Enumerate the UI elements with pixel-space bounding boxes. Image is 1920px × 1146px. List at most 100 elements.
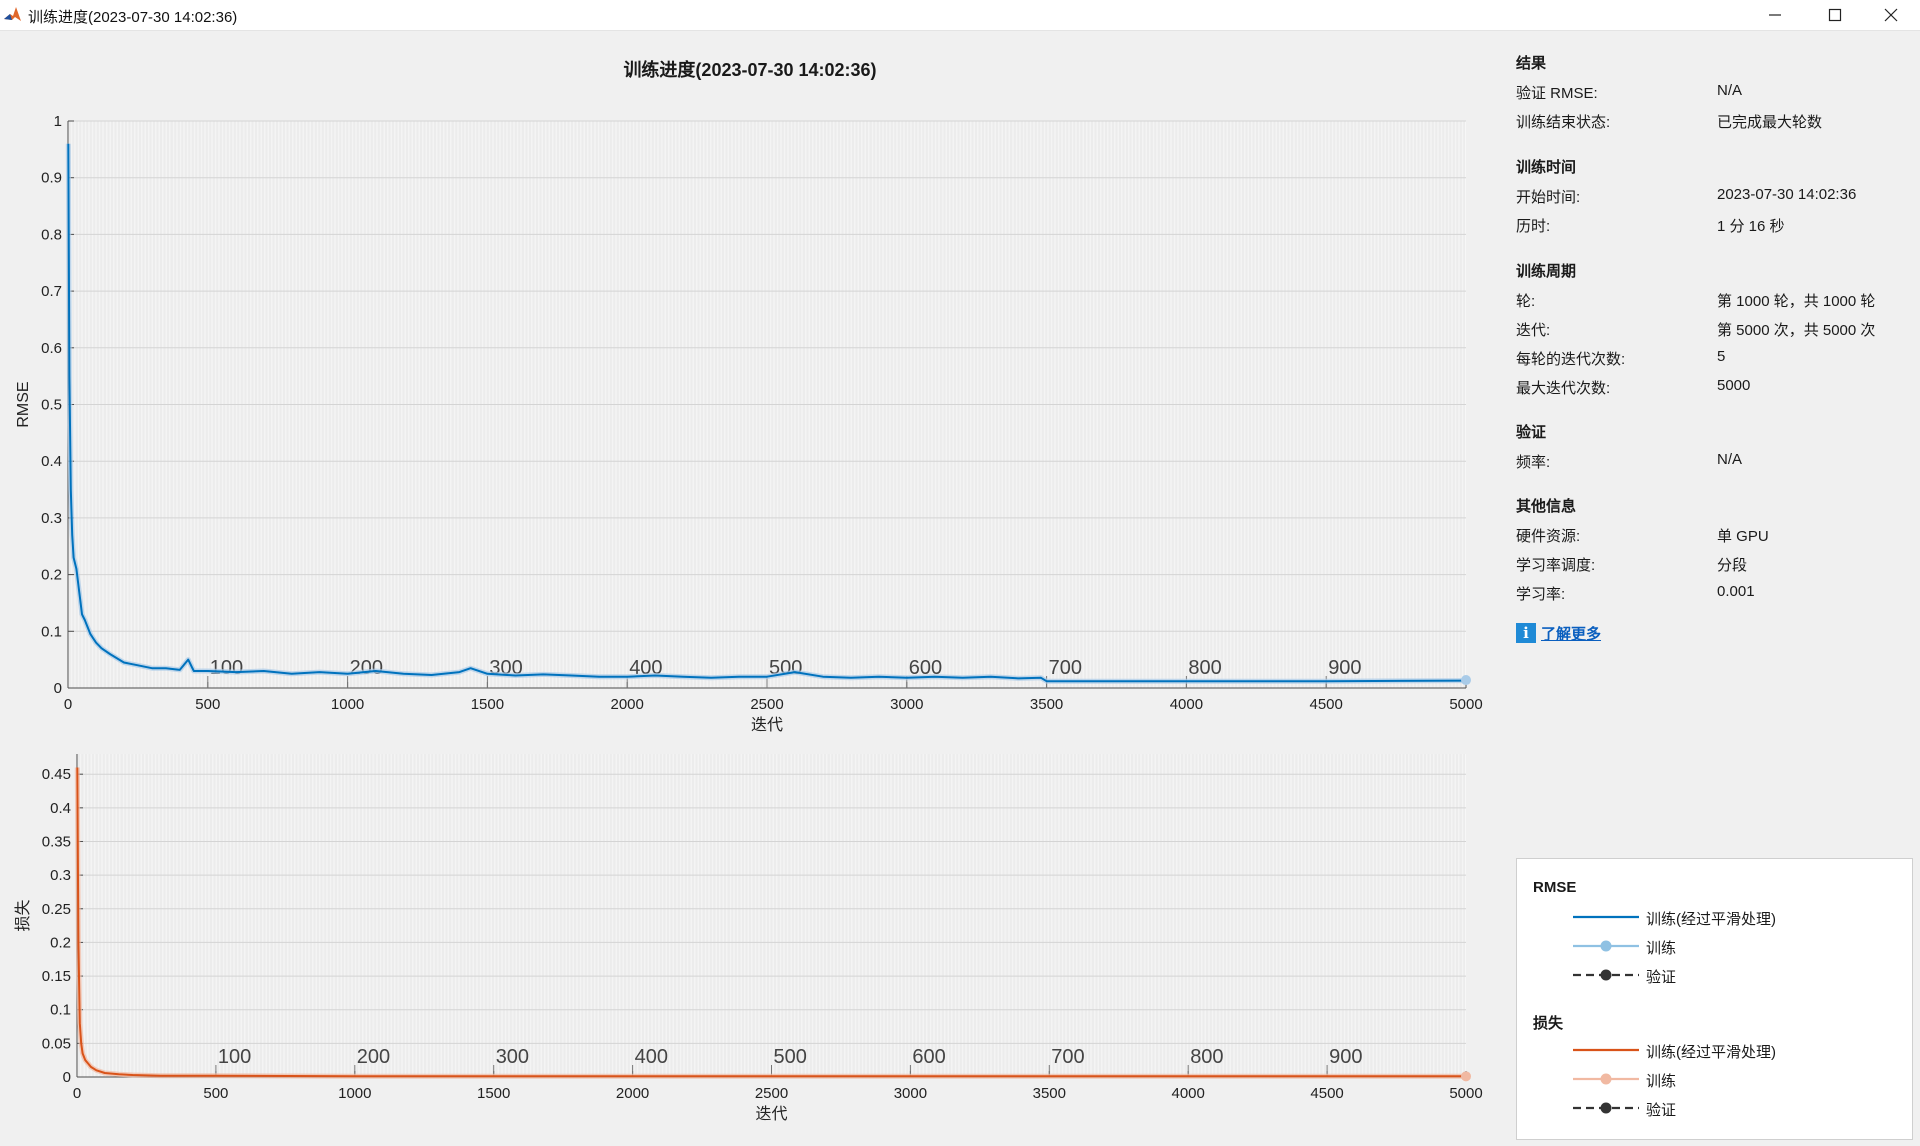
epoch-label: 700 — [1049, 657, 1082, 679]
info-row-value: 第 1000 轮，共 1000 轮 — [1717, 293, 1876, 310]
y-tick-label: 0.2 — [50, 934, 71, 951]
legend-group-title: 损失 — [1533, 1015, 1564, 1032]
info-row-value: 0.001 — [1717, 583, 1755, 600]
epoch-label: 900 — [1329, 1046, 1362, 1068]
x-tick-label: 5000 — [1449, 696, 1482, 713]
x-tick-label: 2500 — [750, 696, 783, 713]
y-tick-label: 0.35 — [42, 833, 71, 850]
x-tick-label: 500 — [203, 1085, 228, 1102]
y-tick-label: 0.8 — [41, 226, 62, 243]
matlab-icon — [3, 5, 22, 24]
x-tick-label: 1000 — [331, 696, 364, 713]
x-tick-label: 2000 — [611, 696, 644, 713]
info-row-value: 第 5000 次，共 5000 次 — [1717, 322, 1876, 339]
epoch-label: 700 — [1051, 1046, 1084, 1068]
legend-item-label: 训练 — [1646, 940, 1677, 957]
x-tick-label: 4000 — [1170, 696, 1203, 713]
y-tick-label: 0.25 — [42, 901, 71, 918]
info-row-label: 训练结束状态: — [1516, 114, 1611, 131]
y-tick-label: 0.45 — [42, 766, 71, 783]
epoch-label: 900 — [1328, 657, 1361, 679]
info-row-label: 学习率调度: — [1516, 557, 1596, 574]
info-row-value: 2023-07-30 14:02:36 — [1717, 186, 1857, 203]
info-row-label: 轮: — [1516, 293, 1536, 310]
info-row-value: 单 GPU — [1717, 528, 1769, 545]
epoch-label: 400 — [635, 1046, 668, 1068]
learn-more-label: 了解更多 — [1541, 625, 1602, 643]
x-axis-label: 迭代 — [755, 1105, 787, 1123]
y-tick-label: 0.3 — [50, 867, 71, 884]
info-row-label: 学习率: — [1516, 586, 1566, 603]
epoch-label: 300 — [496, 1046, 529, 1068]
legend-item: 训练(经过平滑处理) — [1571, 1039, 1891, 1061]
x-tick-label: 500 — [195, 696, 220, 713]
minimize-icon — [1769, 14, 1781, 16]
legend-item: 验证 — [1571, 1097, 1891, 1119]
y-tick-label: 0.5 — [41, 397, 62, 414]
chart-1: 0 500 1000 1500 2000 2500 3000 3500 4000 4500 5000… — [14, 754, 1483, 1123]
info-row-label: 迭代: — [1516, 322, 1551, 339]
info-section-title: 其他信息 — [1516, 498, 1577, 515]
y-tick-label: 0.9 — [41, 170, 62, 187]
legend-item: 验证 — [1571, 964, 1891, 986]
legend-item-label: 训练 — [1646, 1073, 1677, 1090]
legend-item: 训练(经过平滑处理) — [1571, 906, 1891, 928]
info-icon: i — [1516, 623, 1536, 643]
info-section-title: 训练周期 — [1516, 263, 1577, 280]
x-tick-label: 0 — [64, 696, 72, 713]
y-tick-label: 0.7 — [41, 283, 62, 300]
info-row-value: 5000 — [1717, 377, 1751, 394]
y-tick-label: 0.2 — [41, 567, 62, 584]
y-tick-label: 0.15 — [42, 968, 71, 985]
info-row-value: 已完成最大轮数 — [1717, 114, 1823, 131]
info-row-label: 最大迭代次数: — [1516, 380, 1611, 397]
epoch-label: 200 — [350, 657, 383, 679]
window-title: 训练进度(2023-07-30 14:02:36) — [28, 9, 238, 26]
x-tick-label: 1500 — [477, 1085, 510, 1102]
legend-item-label: 训练(经过平滑处理) — [1646, 1044, 1776, 1061]
legend-item-label: 验证 — [1646, 969, 1677, 986]
close-icon — [1884, 8, 1898, 22]
y-tick-label: 0.4 — [50, 800, 71, 817]
x-axis-label: 迭代 — [751, 716, 783, 734]
legend-item-label: 训练(经过平滑处理) — [1646, 911, 1776, 928]
epoch-label: 200 — [357, 1046, 390, 1068]
learn-more-link[interactable]: i 了解更多 — [1516, 622, 1601, 644]
training-plots: 0 500 1000 1500 2000 2500 3000 3500 4000 4500 5000… — [14, 113, 1483, 1123]
legend-swatch — [1573, 969, 1639, 981]
epoch-label: 600 — [912, 1046, 945, 1068]
info-row-label: 历时: — [1516, 218, 1551, 235]
x-tick-label: 0 — [73, 1085, 81, 1102]
y-axis-label: RMSE — [15, 381, 32, 427]
y-tick-label: 0.3 — [41, 510, 62, 527]
x-tick-label: 3500 — [1033, 1085, 1066, 1102]
x-tick-label: 1500 — [471, 696, 504, 713]
x-tick-label: 3000 — [890, 696, 923, 713]
epoch-label: 100 — [218, 1046, 251, 1068]
epoch-label: 100 — [210, 657, 243, 679]
maximize-icon — [1828, 8, 1842, 22]
epoch-label: 800 — [1188, 657, 1221, 679]
legend-panel: RMSE 训练(经过平滑处理) 训练 验证 损失 训练(经过平滑处理) 训练 验证 — [1516, 858, 1913, 1140]
info-row-value: 1 分 16 秒 — [1717, 218, 1785, 235]
chart-0: 0 500 1000 1500 2000 2500 3000 3500 4000 4500 5000… — [15, 113, 1483, 734]
legend-swatch — [1573, 940, 1639, 952]
epoch-label: 600 — [909, 657, 942, 679]
info-row-label: 每轮的迭代次数: — [1516, 351, 1626, 368]
window-titlebar: 训练进度(2023-07-30 14:02:36) — [0, 0, 1920, 31]
y-tick-label: 0.1 — [41, 623, 62, 640]
legend-item: 训练 — [1571, 935, 1891, 957]
minimize-button[interactable] — [1746, 0, 1804, 30]
info-row-value: N/A — [1717, 82, 1743, 99]
x-tick-label: 4500 — [1310, 1085, 1343, 1102]
x-tick-label: 4000 — [1172, 1085, 1205, 1102]
close-button[interactable] — [1862, 0, 1920, 30]
info-section-title: 训练时间 — [1516, 159, 1577, 176]
legend-swatch — [1573, 1073, 1639, 1085]
info-section-title: 结果 — [1516, 55, 1547, 72]
y-tick-label: 0.1 — [50, 1002, 71, 1019]
epoch-label: 800 — [1190, 1046, 1223, 1068]
x-tick-label: 3500 — [1030, 696, 1063, 713]
series-train-point — [1461, 1071, 1471, 1082]
maximize-button[interactable] — [1806, 0, 1864, 30]
